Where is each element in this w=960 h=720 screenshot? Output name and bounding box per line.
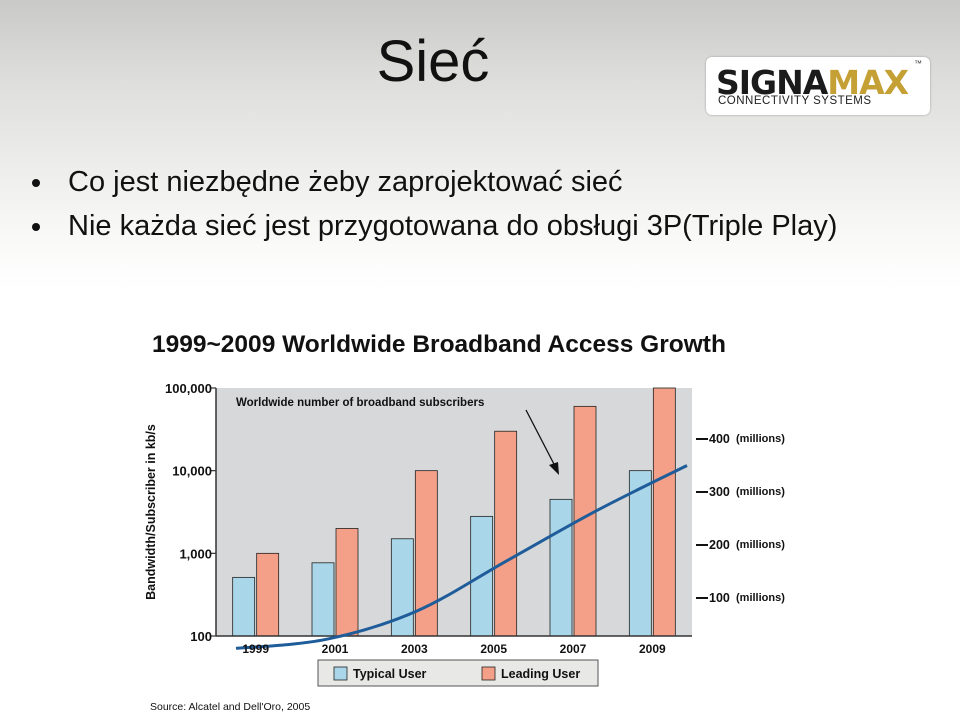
header-background (0, 0, 960, 290)
annotation-arrow (525, 409, 557, 469)
bar-typical-user (311, 562, 335, 637)
y-axis-label: Bandwidth/Subscriber in kb/s (144, 424, 158, 600)
x-tick-label: 1999 (242, 642, 269, 656)
legend-swatch (481, 666, 496, 681)
source-note: Source: Alcatel and Dell'Oro, 2005 (150, 701, 310, 713)
plot-area (216, 388, 692, 636)
legend-box (317, 659, 599, 687)
signamax-logo: SIGNAMAX CONNECTIVITY SYSTEMS ™ (706, 57, 930, 115)
y-tick-label: 1,000 (179, 546, 212, 561)
legend-swatch (333, 666, 348, 681)
bar-leading-user (335, 528, 359, 637)
logo-wordmark-part1: SIGNA (716, 63, 828, 102)
legend-label: Leading User (501, 667, 580, 681)
annotation-label: Worldwide number of broadband subscriber… (236, 397, 484, 409)
broadband-growth-chart: 1999~2009 Worldwide Broadband Access Gro… (144, 331, 785, 713)
y2-tick-label: 300 (709, 485, 730, 499)
y2-tick-label: 100 (709, 591, 730, 605)
legend-label: Typical User (353, 667, 427, 681)
annotation-arrowhead (549, 462, 559, 475)
subscribers-line (235, 464, 688, 650)
x-tick-label: 2005 (480, 642, 507, 656)
logo-trademark: ™ (914, 59, 922, 68)
y2-tick-unit: (millions) (736, 433, 785, 445)
y2-tick-unit: (millions) (736, 486, 785, 498)
chart-title: 1999~2009 Worldwide Broadband Access Gro… (152, 331, 726, 358)
logo-wordmark: SIGNAMAX (716, 63, 909, 102)
bar-leading-user (256, 552, 280, 637)
bar-typical-user (232, 576, 256, 637)
legend: Typical User Leading User (317, 659, 599, 687)
bar-leading-user (652, 387, 676, 637)
y-tick-label: 100,000 (165, 381, 212, 396)
bullet-list: Co jest niezbędne żeby zaprojektować sie… (30, 160, 837, 248)
bullet-item: Nie każda sieć jest przygotowana do obsł… (30, 204, 837, 248)
x-tick-label: 2007 (560, 642, 587, 656)
bar-typical-user (628, 470, 652, 637)
slide-title: Sieć (376, 29, 490, 94)
y-tick-label: 10,000 (172, 464, 212, 479)
y-tick-label: 100 (190, 629, 212, 644)
x-tick-label: 2009 (639, 642, 666, 656)
x-tick-label: 2003 (401, 642, 428, 656)
bar-leading-user (494, 430, 518, 637)
y2-tick-unit: (millions) (736, 539, 785, 551)
y2-tick-unit: (millions) (736, 592, 785, 604)
y2-tick-label: 400 (709, 432, 730, 446)
logo-wordmark-part2: MAX (827, 63, 909, 102)
x-tick-label: 2001 (322, 642, 349, 656)
bullet-item: Co jest niezbędne żeby zaprojektować sie… (30, 160, 837, 204)
logo-tagline: CONNECTIVITY SYSTEMS (718, 95, 872, 107)
bar-typical-user (549, 498, 573, 637)
y2-tick-label: 200 (709, 538, 730, 552)
